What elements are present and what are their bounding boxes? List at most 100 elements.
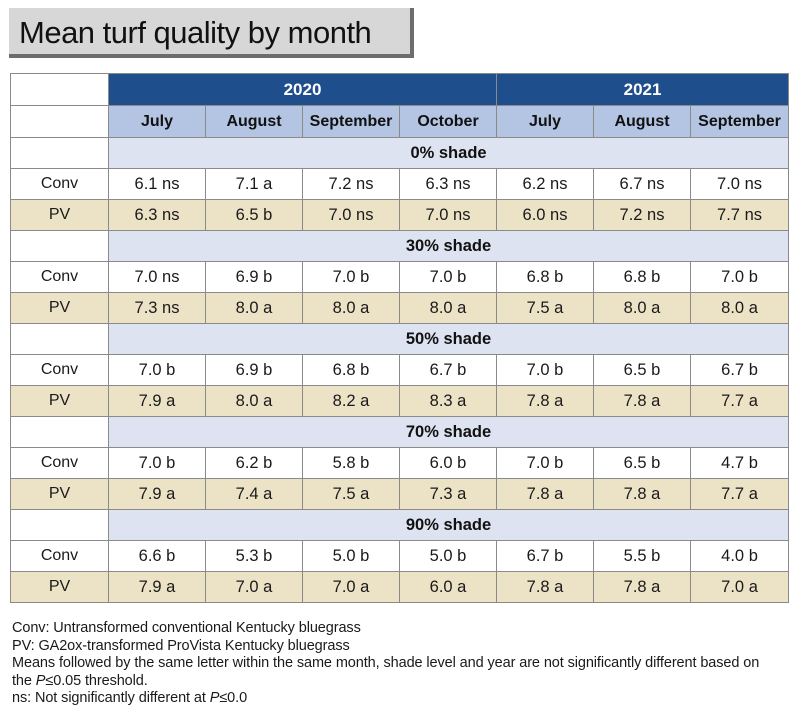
table-cell: 6.1 ns bbox=[108, 168, 206, 200]
month-header: October bbox=[398, 105, 498, 138]
shade-label: 30% shade bbox=[107, 230, 790, 262]
table-cell: 6.7 ns bbox=[593, 168, 692, 200]
table-cell: 7.0 ns bbox=[302, 199, 400, 231]
note-conv: Conv: Untransformed conventional Kentuck… bbox=[12, 620, 361, 636]
note-means-line2: the P≤0.05 threshold. bbox=[12, 673, 792, 691]
row-label: PV bbox=[10, 571, 109, 603]
shade-label: 0% shade bbox=[107, 137, 790, 169]
corner-cell bbox=[10, 73, 109, 106]
table-cell: 7.9 a bbox=[108, 571, 206, 603]
month-header: August bbox=[205, 105, 303, 138]
table-cell: 4.0 b bbox=[690, 540, 790, 572]
table-cell: 6.8 b bbox=[593, 261, 692, 293]
note-text: ≤0.05 threshold. bbox=[45, 672, 148, 689]
table-cell: 7.4 a bbox=[205, 478, 303, 510]
table-cell: 8.0 a bbox=[398, 292, 498, 324]
table-cell: 6.0 a bbox=[398, 571, 498, 603]
table-cell: 7.2 ns bbox=[302, 168, 400, 200]
note-text: the bbox=[12, 672, 36, 689]
row-label: PV bbox=[10, 385, 109, 417]
table-cell: 6.9 b bbox=[205, 261, 303, 293]
table-cell: 6.5 b bbox=[593, 354, 692, 386]
month-header-row: July August September October July Augus… bbox=[10, 105, 790, 138]
table-cell: 7.0 b bbox=[496, 447, 595, 479]
table-cell: 7.0 b bbox=[398, 261, 498, 293]
table-cell: 6.2 ns bbox=[496, 168, 595, 200]
table-cell: 8.0 a bbox=[690, 292, 790, 324]
note-ns: ns: Not significantly different at P≤0.0 bbox=[12, 690, 792, 708]
table-cell: 7.0 b bbox=[302, 261, 400, 293]
table-cell: 6.8 b bbox=[496, 261, 595, 293]
table-cell: 7.2 ns bbox=[593, 199, 692, 231]
month-header: July bbox=[108, 105, 206, 138]
table-cell: 6.6 b bbox=[108, 540, 206, 572]
shade-label: 50% shade bbox=[107, 323, 790, 355]
shade-section-row: 90% shade bbox=[10, 509, 790, 541]
row-label: PV bbox=[10, 478, 109, 510]
table-cell: 6.2 b bbox=[205, 447, 303, 479]
table-cell: 6.3 ns bbox=[108, 199, 206, 231]
title-box: Mean turf quality by month bbox=[9, 8, 414, 58]
note-text: ns: Not significantly different at bbox=[12, 690, 210, 707]
table-cell: 6.7 b bbox=[398, 354, 498, 386]
table-cell: 6.0 ns bbox=[496, 199, 595, 231]
row-label: Conv bbox=[10, 540, 109, 572]
table-cell: 6.5 b bbox=[593, 447, 692, 479]
table-cell: 7.0 b bbox=[496, 354, 595, 386]
table-row: PV 6.3 ns 6.5 b 7.0 ns 7.0 ns 6.0 ns 7.2 ns 7.7… bbox=[10, 199, 790, 231]
table-notes: Conv: Untransformed conventional Kentuck… bbox=[12, 620, 792, 708]
row-label: PV bbox=[10, 292, 109, 324]
corner-cell bbox=[10, 137, 109, 169]
table-cell: 7.3 ns bbox=[108, 292, 206, 324]
table-cell: 8.0 a bbox=[205, 385, 303, 417]
table-cell: 7.3 a bbox=[398, 478, 498, 510]
page-title: Mean turf quality by month bbox=[19, 15, 372, 50]
shade-section-row: 30% shade bbox=[10, 230, 790, 262]
table-cell: 7.0 b bbox=[108, 354, 206, 386]
table-cell: 7.0 ns bbox=[690, 168, 790, 200]
table-cell: 7.0 a bbox=[302, 571, 400, 603]
row-label: Conv bbox=[10, 354, 109, 386]
table-cell: 7.0 b bbox=[690, 261, 790, 293]
month-header: July bbox=[496, 105, 595, 138]
table-cell: 7.8 a bbox=[593, 478, 692, 510]
table-cell: 5.3 b bbox=[205, 540, 303, 572]
table-row: Conv 7.0 b 6.9 b 6.8 b 6.7 b 7.0 b 6.5 b 6.7 b bbox=[10, 354, 790, 386]
table-row: PV 7.3 ns 8.0 a 8.0 a 8.0 a 7.5 a 8.0 a 8.0 a bbox=[10, 292, 790, 324]
table-cell: 7.0 a bbox=[205, 571, 303, 603]
year-header-row: 2020 2021 bbox=[10, 73, 790, 106]
note-pv: PV: GA2ox-transformed ProVista Kentucky … bbox=[12, 637, 350, 654]
table-cell: 7.9 a bbox=[108, 385, 206, 417]
corner-cell bbox=[10, 509, 109, 541]
table-cell: 7.0 ns bbox=[398, 199, 498, 231]
table-cell: 6.8 b bbox=[302, 354, 400, 386]
table-cell: 7.7 a bbox=[690, 478, 790, 510]
table-cell: 7.5 a bbox=[496, 292, 595, 324]
table-cell: 6.3 ns bbox=[398, 168, 498, 200]
table-cell: 7.0 b bbox=[108, 447, 206, 479]
corner-cell bbox=[10, 105, 109, 138]
table-cell: 7.8 a bbox=[593, 571, 692, 603]
table-cell: 8.3 a bbox=[398, 385, 498, 417]
row-label: Conv bbox=[10, 447, 109, 479]
table-cell: 7.7 a bbox=[690, 385, 790, 417]
table-cell: 6.7 b bbox=[690, 354, 790, 386]
table-cell: 6.0 b bbox=[398, 447, 498, 479]
table-row: Conv 6.6 b 5.3 b 5.0 b 5.0 b 6.7 b 5.5 b 4.0 b bbox=[10, 540, 790, 572]
table-cell: 5.5 b bbox=[593, 540, 692, 572]
note-text: ≤0.0 bbox=[219, 690, 248, 707]
table-cell: 7.0 ns bbox=[108, 261, 206, 293]
corner-cell bbox=[10, 416, 109, 448]
table-cell: 5.8 b bbox=[302, 447, 400, 479]
year-header-2021: 2021 bbox=[496, 73, 790, 106]
table-row: PV 7.9 a 7.4 a 7.5 a 7.3 a 7.8 a 7.8 a 7.7 a bbox=[10, 478, 790, 510]
table-cell: 7.8 a bbox=[496, 478, 595, 510]
turf-quality-table: 2020 2021 July August September October … bbox=[10, 73, 790, 603]
table-cell: 6.7 b bbox=[496, 540, 595, 572]
shade-section-row: 70% shade bbox=[10, 416, 790, 448]
table-row: PV 7.9 a 8.0 a 8.2 a 8.3 a 7.8 a 7.8 a 7.7 a bbox=[10, 385, 790, 417]
table-cell: 8.0 a bbox=[302, 292, 400, 324]
table-row: Conv 7.0 b 6.2 b 5.8 b 6.0 b 7.0 b 6.5 b 4.7 b bbox=[10, 447, 790, 479]
table-cell: 5.0 b bbox=[398, 540, 498, 572]
row-label: Conv bbox=[10, 168, 109, 200]
